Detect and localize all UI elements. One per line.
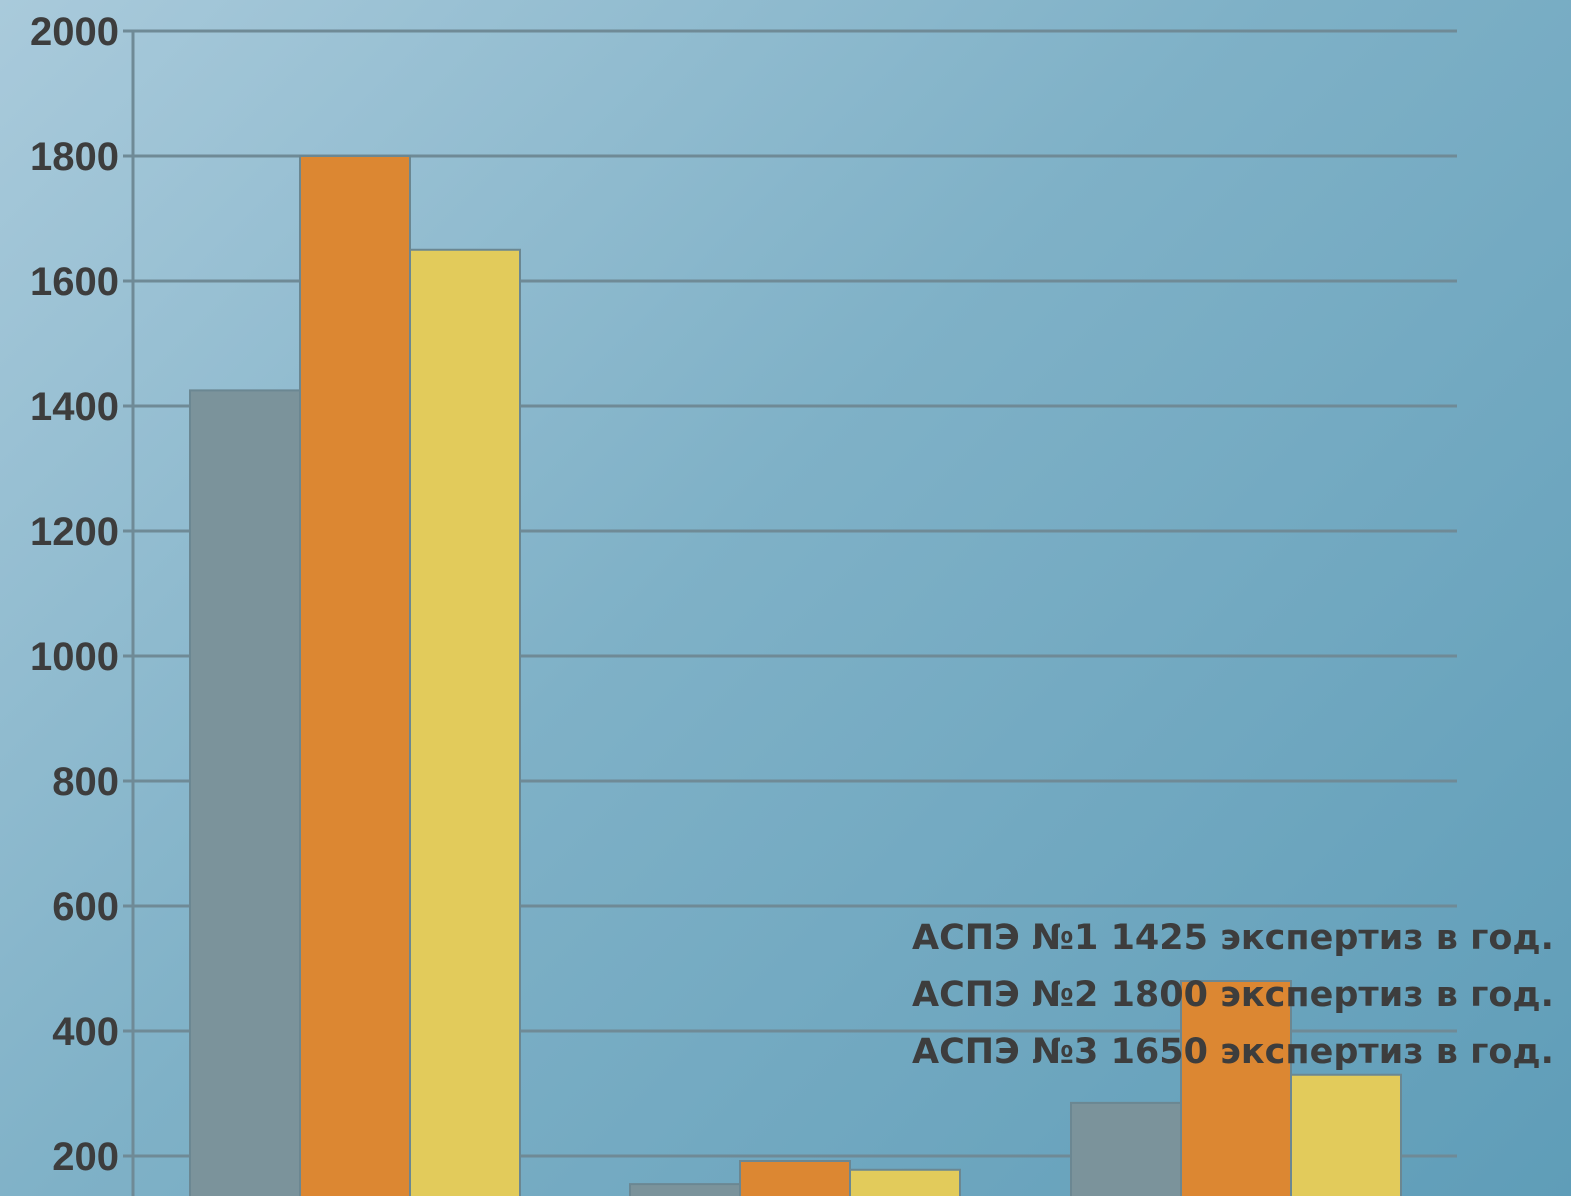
bar-group1-series2 xyxy=(299,155,411,1196)
bar-group2-series1 xyxy=(629,1183,741,1196)
bar-group3-series3 xyxy=(1290,1073,1402,1196)
y-tick-label: 800 xyxy=(52,760,119,804)
y-tick-label: 400 xyxy=(52,1010,119,1054)
y-tick-label: 1000 xyxy=(30,635,119,679)
bar-group1-series1 xyxy=(189,389,301,1196)
y-tick-label: 600 xyxy=(52,885,119,929)
bar-group2-series2 xyxy=(739,1160,851,1196)
y-tick-label: 1400 xyxy=(30,385,119,429)
bars xyxy=(189,155,1402,1196)
bar-group3-series2 xyxy=(1180,980,1292,1196)
y-tick-label: 1200 xyxy=(30,510,119,554)
y-tick-label: 200 xyxy=(52,1135,119,1179)
annotation-3: АСПЭ №3 1650 экспертиз в год. xyxy=(912,1032,1554,1072)
y-tick-label: 2000 xyxy=(30,10,119,54)
y-tick-labels: 2000 1800 1600 1400 1200 1000 800 600 400 200 xyxy=(30,10,119,1179)
bar-group1-series3 xyxy=(409,248,521,1196)
bar-group2-series3 xyxy=(849,1168,961,1196)
bar-group3-series1 xyxy=(1070,1101,1182,1196)
y-tick-label: 1600 xyxy=(30,260,119,304)
y-tick-label: 1800 xyxy=(30,135,119,179)
annotation-block: АСПЭ №1 1425 экспертиз в год. АСПЭ №2 18… xyxy=(912,910,1554,1081)
annotation-2: АСПЭ №2 1800 экспертиз в год. xyxy=(912,975,1554,1015)
annotation-1: АСПЭ №1 1425 экспертиз в год. xyxy=(912,918,1554,958)
